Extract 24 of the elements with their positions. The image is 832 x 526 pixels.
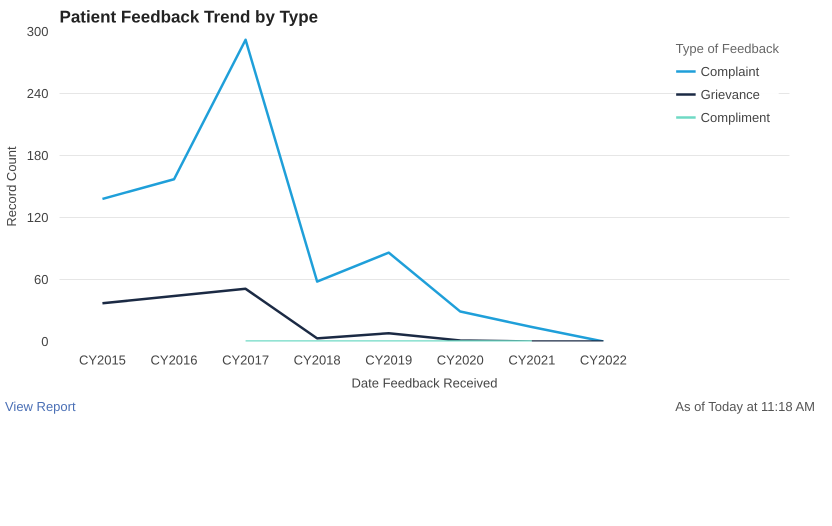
x-tick-label: CY2019 <box>365 352 412 368</box>
y-tick-label: 240 <box>26 86 49 101</box>
legend-label: Complaint <box>700 64 760 78</box>
y-tick-label: 120 <box>26 210 49 225</box>
x-tick-label: CY2022 <box>580 352 627 368</box>
x-tick-label: CY2018 <box>294 352 341 368</box>
x-tick-label: CY2015 <box>78 352 126 368</box>
y-tick-label: 300 <box>26 24 49 39</box>
chart-title: Patient Feedback Trend by Type <box>60 8 318 26</box>
x-tick-label: CY2021 <box>508 352 556 368</box>
legend-label: Grievance <box>700 86 760 102</box>
y-axis-title: Record Count <box>4 146 19 227</box>
x-tick-label: CY2020 <box>436 352 484 368</box>
text: As of Today at 11:18 AM <box>675 398 815 416</box>
y-tick-label: 60 <box>34 272 49 287</box>
legend-title: Type of Feedback <box>676 41 779 56</box>
y-tick-label: 180 <box>26 148 49 163</box>
y-tick-label: 0 <box>41 334 49 349</box>
line-series <box>101 38 605 342</box>
text: View Report <box>5 398 76 416</box>
x-axis-title: Date Feedback Received <box>352 376 498 390</box>
x-tick-label: CY2017 <box>222 352 270 368</box>
legend-label: Compliment <box>700 110 770 124</box>
x-tick-label: CY2016 <box>150 352 198 368</box>
